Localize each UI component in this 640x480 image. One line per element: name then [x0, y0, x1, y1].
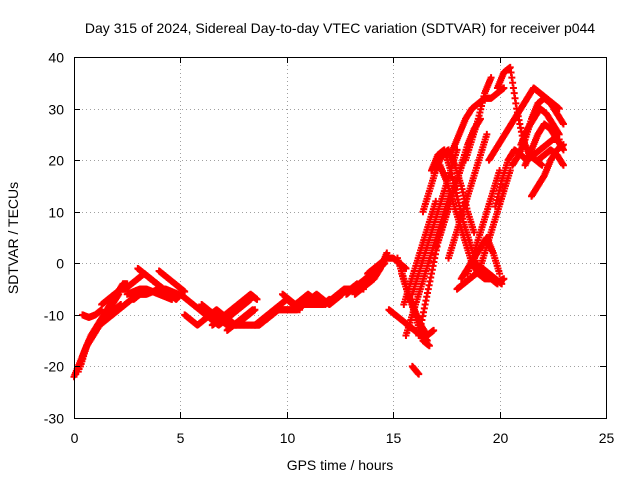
- data-point: [430, 326, 438, 334]
- data-series-arc-48: [517, 105, 563, 149]
- data-point: [496, 270, 504, 278]
- data-point: [559, 120, 567, 128]
- data-series-arc-28: [408, 362, 423, 378]
- grid-layer: [74, 57, 606, 418]
- data-point: [487, 74, 495, 82]
- y-tick-label: 20: [48, 153, 64, 169]
- data-point: [483, 130, 491, 138]
- data-series-arc-52: [496, 275, 508, 285]
- data-point: [500, 275, 508, 283]
- y-tick-label: 0: [56, 256, 64, 272]
- plot-frame: [74, 57, 607, 419]
- x-tick-label: 25: [599, 430, 615, 446]
- y-tick-label: 10: [48, 205, 64, 221]
- chart-title: Day 315 of 2024, Sidereal Day-to-day VTE…: [85, 20, 595, 36]
- data-point: [559, 161, 567, 169]
- x-tick-label: 0: [71, 430, 79, 446]
- x-tick-label: 5: [177, 430, 185, 446]
- data-series-arc-24: [364, 254, 410, 278]
- data-series-arc-49: [521, 120, 567, 169]
- data-point: [559, 141, 567, 149]
- ticks-layer: 0 5 10 15 20 25 -30 -20 -10 0 10 20 30 40: [44, 50, 615, 447]
- y-tick-label: 30: [48, 102, 64, 118]
- data-point: [425, 342, 433, 350]
- data-series-arc-11: [123, 285, 176, 303]
- data-point: [538, 161, 546, 169]
- y-tick-label: -10: [44, 308, 64, 324]
- data-series-arc-43: [474, 166, 514, 278]
- y-tick-label: -30: [44, 411, 64, 427]
- data-point: [470, 228, 478, 236]
- data-series-arc-20: [293, 290, 346, 309]
- data-points-layer: [70, 63, 567, 381]
- y-tick-label: 40: [48, 50, 64, 66]
- x-axis-label: GPS time / hours: [287, 457, 394, 473]
- data-series-arc-41: [464, 166, 504, 278]
- data-series-arc-10: [155, 267, 189, 296]
- data-point: [253, 295, 261, 303]
- data-series-arc-42: [462, 74, 495, 164]
- data-point: [249, 306, 257, 314]
- x-tick-label: 10: [280, 430, 296, 446]
- x-tick-label: 15: [386, 430, 402, 446]
- data-point: [415, 370, 423, 378]
- data-point: [168, 295, 176, 303]
- x-tick-label: 20: [493, 430, 509, 446]
- data-series-arc-37: [445, 130, 491, 262]
- data-series-arc-05: [79, 306, 106, 321]
- data-point: [500, 84, 508, 92]
- data-series-arc-50: [528, 141, 567, 200]
- data-series-arc-09: [134, 264, 174, 298]
- data-series-arc-15: [208, 290, 261, 329]
- y-axis-label: SDTVAR / TECUs: [5, 182, 21, 294]
- data-series-arc-51: [534, 146, 567, 169]
- y-tick-label: -20: [44, 359, 64, 375]
